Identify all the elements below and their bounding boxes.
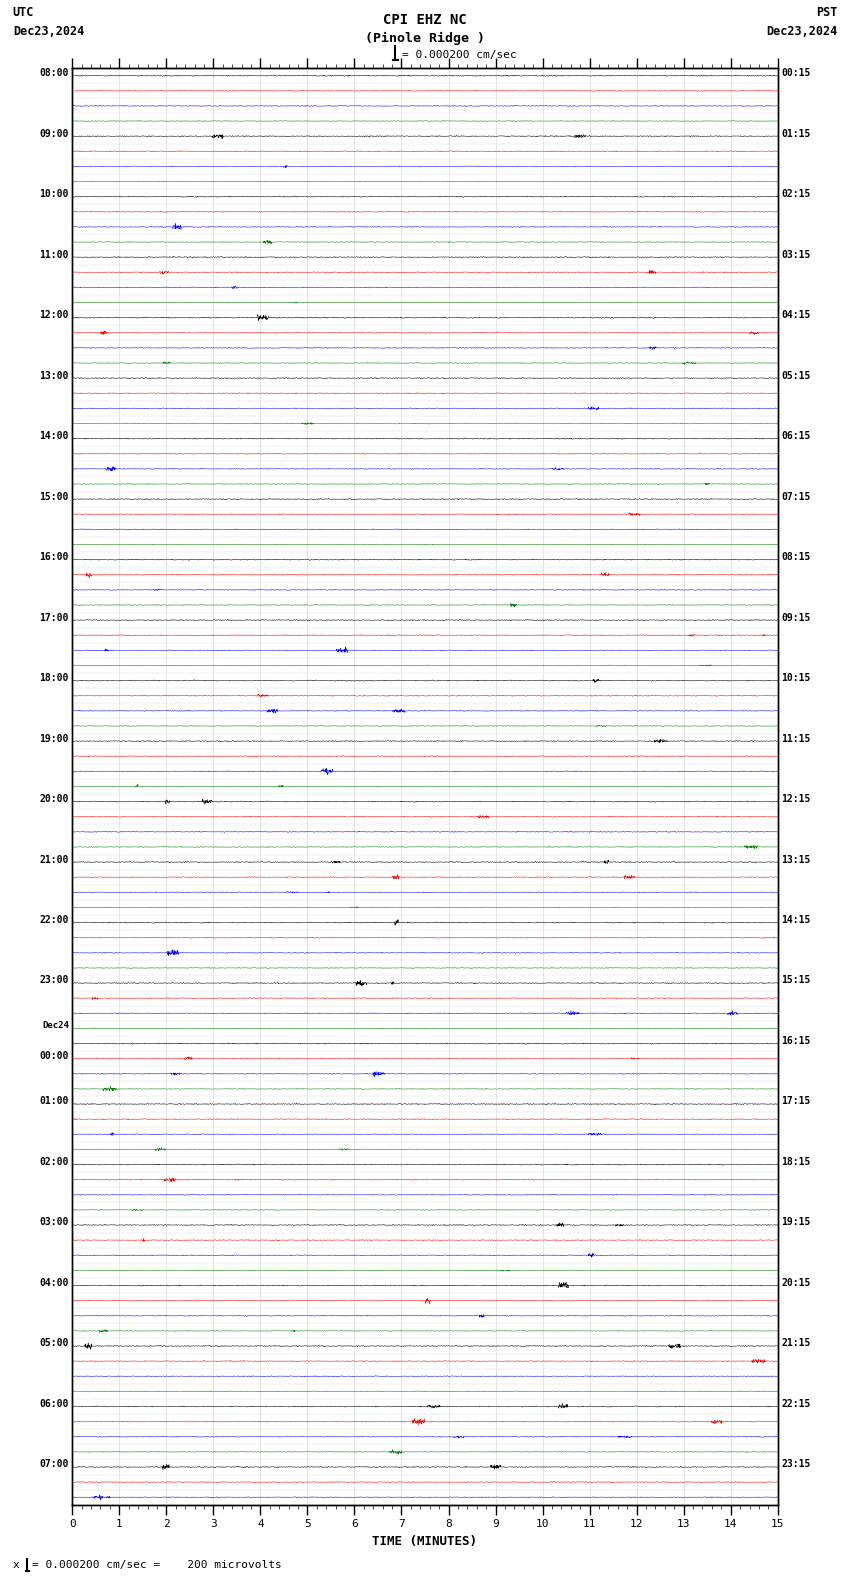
Text: 22:15: 22:15: [781, 1399, 811, 1408]
Text: 06:00: 06:00: [39, 1399, 69, 1408]
Text: 12:00: 12:00: [39, 310, 69, 320]
Text: 19:00: 19:00: [39, 733, 69, 743]
Text: PST: PST: [816, 6, 837, 19]
Text: 17:00: 17:00: [39, 613, 69, 623]
Text: 21:00: 21:00: [39, 854, 69, 865]
Text: 02:00: 02:00: [39, 1156, 69, 1167]
Text: 14:00: 14:00: [39, 431, 69, 440]
Text: 09:15: 09:15: [781, 613, 811, 623]
Text: 04:00: 04:00: [39, 1278, 69, 1288]
Text: Dec23,2024: Dec23,2024: [13, 25, 84, 38]
Text: 18:15: 18:15: [781, 1156, 811, 1167]
Text: 13:00: 13:00: [39, 371, 69, 380]
Text: 23:15: 23:15: [781, 1459, 811, 1470]
Text: (Pinole Ridge ): (Pinole Ridge ): [365, 32, 485, 44]
Text: 20:00: 20:00: [39, 794, 69, 805]
Text: 07:15: 07:15: [781, 491, 811, 502]
Text: Dec24: Dec24: [42, 1020, 69, 1030]
Text: 02:15: 02:15: [781, 188, 811, 200]
Text: 06:15: 06:15: [781, 431, 811, 440]
Text: 17:15: 17:15: [781, 1096, 811, 1107]
Text: 08:00: 08:00: [39, 68, 69, 78]
Text: 01:00: 01:00: [39, 1096, 69, 1107]
Text: 04:15: 04:15: [781, 310, 811, 320]
Text: 19:15: 19:15: [781, 1218, 811, 1228]
Text: 00:15: 00:15: [781, 68, 811, 78]
Text: 10:15: 10:15: [781, 673, 811, 683]
Text: CPI EHZ NC: CPI EHZ NC: [383, 13, 467, 27]
Text: Dec23,2024: Dec23,2024: [766, 25, 837, 38]
Text: 14:15: 14:15: [781, 916, 811, 925]
Text: 10:00: 10:00: [39, 188, 69, 200]
Text: 12:15: 12:15: [781, 794, 811, 805]
Text: 05:15: 05:15: [781, 371, 811, 380]
Text: 07:00: 07:00: [39, 1459, 69, 1470]
Text: 15:00: 15:00: [39, 491, 69, 502]
Text: 22:00: 22:00: [39, 916, 69, 925]
Text: 03:00: 03:00: [39, 1218, 69, 1228]
Text: 01:15: 01:15: [781, 128, 811, 139]
Text: 11:00: 11:00: [39, 250, 69, 260]
Text: 05:00: 05:00: [39, 1338, 69, 1348]
Text: 23:00: 23:00: [39, 976, 69, 985]
Text: 03:15: 03:15: [781, 250, 811, 260]
Text: = 0.000200 cm/sec: = 0.000200 cm/sec: [402, 51, 517, 60]
Text: 09:00: 09:00: [39, 128, 69, 139]
Text: UTC: UTC: [13, 6, 34, 19]
Text: 08:15: 08:15: [781, 553, 811, 562]
Text: 11:15: 11:15: [781, 733, 811, 743]
Text: 16:00: 16:00: [39, 553, 69, 562]
X-axis label: TIME (MINUTES): TIME (MINUTES): [372, 1535, 478, 1548]
Text: x: x: [13, 1560, 20, 1570]
Text: 20:15: 20:15: [781, 1278, 811, 1288]
Text: 13:15: 13:15: [781, 854, 811, 865]
Text: 21:15: 21:15: [781, 1338, 811, 1348]
Text: 15:15: 15:15: [781, 976, 811, 985]
Text: 00:00: 00:00: [39, 1052, 69, 1061]
Text: = 0.000200 cm/sec =    200 microvolts: = 0.000200 cm/sec = 200 microvolts: [32, 1560, 282, 1570]
Text: 18:00: 18:00: [39, 673, 69, 683]
Text: 16:15: 16:15: [781, 1036, 811, 1045]
